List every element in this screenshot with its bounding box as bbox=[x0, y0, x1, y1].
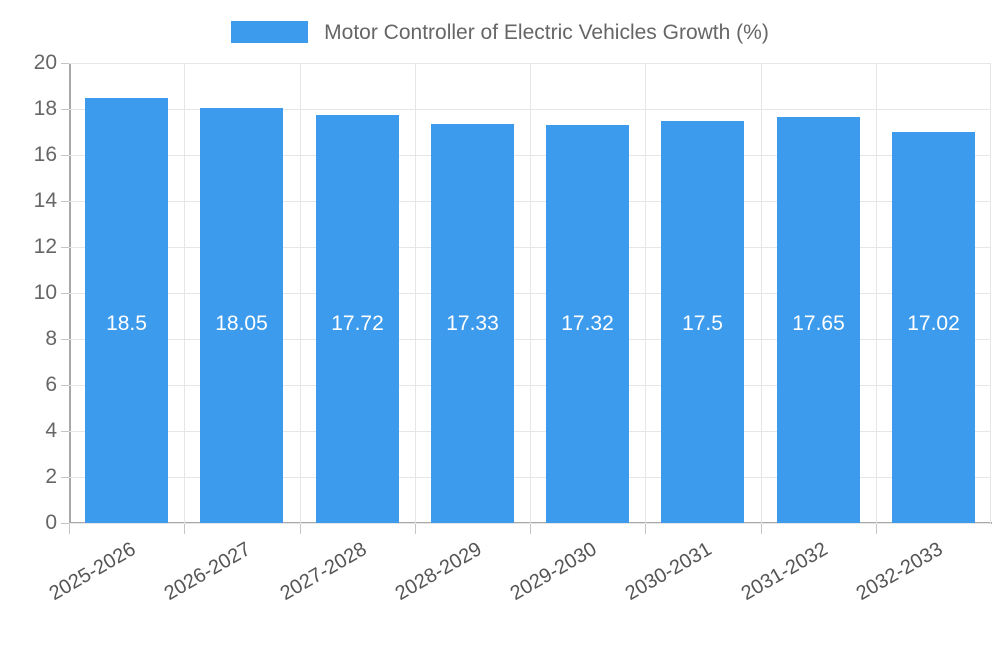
y-axis-tick-label: 16 bbox=[33, 143, 57, 166]
bar[interactable] bbox=[661, 120, 744, 523]
x-gridline bbox=[530, 63, 531, 523]
y-axis-tick-mark bbox=[61, 155, 69, 156]
legend-color-swatch-icon bbox=[231, 21, 309, 43]
y-axis-tick-mark bbox=[61, 109, 69, 110]
bar-value-label: 18.5 bbox=[106, 312, 147, 335]
bar[interactable] bbox=[85, 97, 168, 523]
x-axis-tick-mark bbox=[415, 524, 416, 534]
y-axis-tick-mark bbox=[61, 477, 69, 478]
y-axis-tick-label: 2 bbox=[45, 465, 57, 488]
x-axis-tick-mark bbox=[69, 524, 70, 534]
y-gridline bbox=[69, 523, 991, 524]
x-axis-tick-mark bbox=[876, 524, 877, 534]
bar-value-label: 17.32 bbox=[561, 312, 614, 335]
x-gridline bbox=[876, 63, 877, 523]
x-axis-tick-mark bbox=[530, 524, 531, 534]
y-axis-tick-mark bbox=[61, 63, 69, 64]
legend-item-motor-controller-growth[interactable]: Motor Controller of Electric Vehicles Gr… bbox=[231, 21, 769, 43]
y-axis-tick-mark bbox=[61, 201, 69, 202]
y-axis-tick-label: 8 bbox=[45, 327, 57, 350]
chart-legend: Motor Controller of Electric Vehicles Gr… bbox=[0, 12, 1000, 52]
bar-value-label: 17.65 bbox=[792, 312, 845, 335]
y-axis-tick-label: 10 bbox=[33, 281, 57, 304]
y-axis-tick-label: 14 bbox=[33, 189, 57, 212]
y-axis-tick-label: 6 bbox=[45, 373, 57, 396]
y-axis-tick-label: 0 bbox=[45, 511, 57, 534]
y-axis-tick-label: 12 bbox=[33, 235, 57, 258]
y-axis-tick-mark bbox=[61, 247, 69, 248]
x-axis-tick-mark bbox=[645, 524, 646, 534]
y-axis-tick-mark bbox=[61, 385, 69, 386]
bar-chart: Motor Controller of Electric Vehicles Gr… bbox=[0, 0, 1000, 606]
bar-value-label: 17.33 bbox=[446, 312, 499, 335]
y-axis-tick-mark bbox=[61, 523, 69, 524]
y-axis-tick-mark bbox=[61, 293, 69, 294]
bar[interactable] bbox=[777, 117, 860, 523]
plot-area: 18.5 18.05 17.72 17.33 17.32 17.5 17.65 17.02 bbox=[69, 63, 991, 524]
y-axis-tick-mark bbox=[61, 431, 69, 432]
bar[interactable] bbox=[431, 124, 514, 523]
x-gridline bbox=[761, 63, 762, 523]
x-axis-tick-mark bbox=[761, 524, 762, 534]
y-axis-tick-label: 4 bbox=[45, 419, 57, 442]
bar-value-label: 18.05 bbox=[215, 312, 268, 335]
x-axis-tick-mark bbox=[300, 524, 301, 534]
bar[interactable] bbox=[316, 115, 399, 523]
x-gridline bbox=[300, 63, 301, 523]
bar-value-label: 17.02 bbox=[907, 312, 960, 335]
x-gridline bbox=[415, 63, 416, 523]
legend-item-label: Motor Controller of Electric Vehicles Gr… bbox=[324, 20, 769, 44]
x-axis-tick-mark bbox=[184, 524, 185, 534]
y-axis-tick-mark bbox=[61, 339, 69, 340]
bar[interactable] bbox=[200, 107, 283, 523]
bar[interactable] bbox=[892, 131, 975, 523]
x-gridline bbox=[645, 63, 646, 523]
x-gridline bbox=[184, 63, 185, 523]
y-axis-tick-label: 20 bbox=[33, 51, 57, 74]
bar[interactable] bbox=[546, 124, 629, 523]
y-axis-tick-label: 18 bbox=[33, 97, 57, 120]
bar-value-label: 17.72 bbox=[331, 312, 384, 335]
y-axis: 0 2 4 6 8 10 12 14 16 18 20 bbox=[0, 0, 57, 600]
bar-value-label: 17.5 bbox=[682, 312, 723, 335]
